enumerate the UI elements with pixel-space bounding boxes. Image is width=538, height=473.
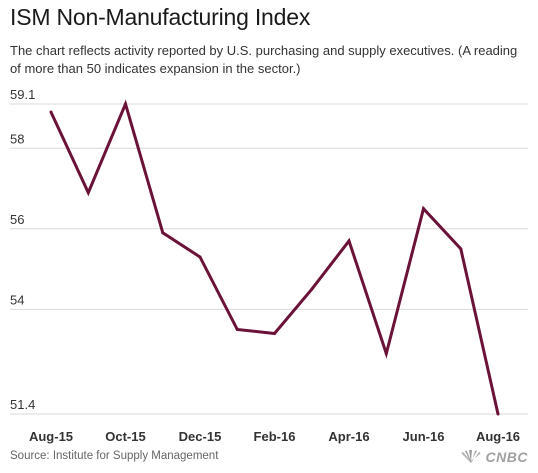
data-point [273, 331, 276, 335]
data-point [235, 327, 239, 331]
y-tick-label: 56 [10, 212, 24, 227]
logo-text: CNBC [485, 449, 528, 465]
x-tick-label: Jun-16 [403, 429, 445, 444]
peacock-icon [461, 450, 480, 463]
cnbc-logo: CNBC [460, 449, 528, 465]
data-point [124, 102, 127, 106]
data-point [198, 255, 202, 259]
data-point [310, 287, 314, 291]
chart-title: ISM Non-Manufacturing Index [10, 4, 311, 30]
source-note: Source: Institute for Supply Management [10, 450, 219, 462]
chart-subtitle: The chart reflects activity reported by … [10, 43, 518, 76]
data-point [496, 412, 500, 416]
x-tick-label: Feb-16 [254, 429, 296, 444]
data-point [384, 352, 388, 356]
data-point [347, 239, 351, 243]
data-point [459, 247, 463, 251]
x-tick-label: Aug-15 [29, 429, 73, 444]
x-tick-label: Oct-15 [105, 429, 145, 444]
y-tick-label: 58 [10, 131, 24, 146]
y-tick-label: 54 [10, 292, 24, 307]
data-point [49, 110, 53, 114]
data-point [422, 207, 425, 211]
data-point [161, 231, 165, 235]
x-tick-label: Apr-16 [328, 429, 369, 444]
series-line [49, 99, 500, 415]
x-tick-label: Aug-16 [476, 429, 520, 444]
y-tick-label: 59.1 [10, 87, 35, 102]
data-point [86, 191, 90, 195]
y-tick-label: 51.4 [10, 397, 35, 412]
x-tick-label: Dec-15 [179, 429, 222, 444]
